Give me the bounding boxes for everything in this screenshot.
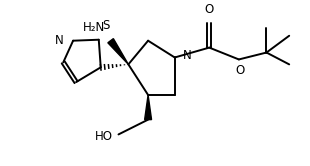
Polygon shape (108, 39, 128, 64)
Text: H₂N: H₂N (82, 21, 105, 34)
Text: N: N (183, 49, 191, 62)
Text: S: S (103, 19, 110, 32)
Text: O: O (205, 3, 214, 16)
Text: HO: HO (95, 130, 113, 143)
Text: O: O (235, 64, 245, 77)
Text: N: N (55, 34, 63, 47)
Polygon shape (145, 95, 152, 120)
